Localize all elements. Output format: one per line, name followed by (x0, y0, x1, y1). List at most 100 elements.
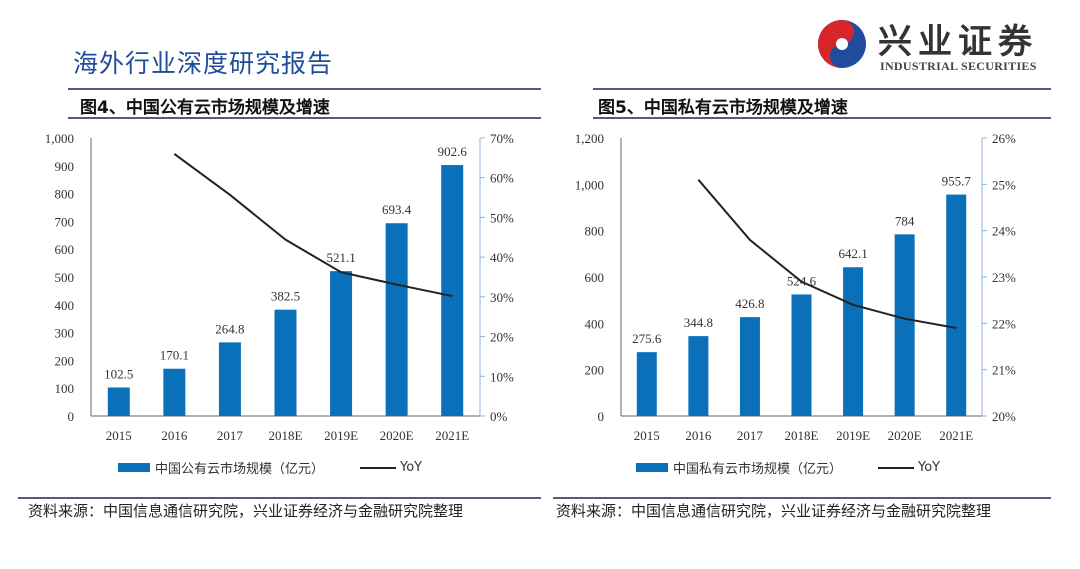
right-tick-label: 21% (992, 363, 1016, 378)
bar-data-label: 642.1 (838, 246, 867, 261)
bar (894, 234, 915, 416)
bar (688, 336, 709, 416)
bar-data-label: 426.8 (735, 296, 764, 311)
logo-text-en: INDUSTRIAL SECURITIES (880, 59, 1037, 73)
bar (163, 368, 186, 416)
legend-line-swatch (878, 466, 915, 469)
legend-bar-label: 中国公有云市场规模（亿元） (155, 462, 325, 477)
left-tick-label: 1,000 (45, 131, 74, 146)
bar-data-label: 102.5 (104, 367, 133, 382)
x-tick-label: 2021E (939, 428, 973, 443)
legend-line-label: YoY (918, 460, 941, 475)
bar (739, 317, 760, 416)
x-tick-label: 2017 (217, 428, 244, 443)
figure-5-source: 资料来源：中国信息通信研究院，兴业证券经济与金融研究院整理 (556, 502, 992, 520)
legend-line-label: YoY (400, 460, 423, 475)
bar-data-label: 382.5 (271, 289, 300, 304)
left-tick-label: 0 (598, 409, 605, 424)
bar-data-label: 784 (895, 213, 915, 228)
bar (385, 223, 408, 416)
bar-data-label: 170.1 (160, 348, 189, 363)
x-tick-label: 2015 (106, 428, 132, 443)
left-tick-label: 800 (585, 224, 605, 239)
left-tick-label: 500 (55, 270, 75, 285)
x-tick-label: 2019E (324, 428, 358, 443)
x-tick-label: 2016 (685, 428, 712, 443)
bar (946, 194, 967, 416)
bar (107, 387, 130, 416)
left-tick-label: 200 (585, 363, 605, 378)
left-tick-label: 600 (585, 270, 605, 285)
right-tick-label: 70% (490, 131, 514, 146)
figure-4-source: 资料来源：中国信息通信研究院，兴业证券经济与金融研究院整理 (28, 502, 464, 520)
divider (593, 117, 1051, 119)
left-tick-label: 300 (55, 326, 75, 341)
yoy-line (697, 179, 957, 329)
x-tick-label: 2018E (269, 428, 303, 443)
divider (593, 88, 1051, 90)
legend-bar-label: 中国私有云市场规模（亿元） (673, 462, 843, 477)
right-tick-label: 24% (992, 224, 1016, 239)
x-tick-label: 2021E (435, 428, 469, 443)
left-tick-label: 100 (55, 381, 75, 396)
right-tick-label: 50% (490, 210, 514, 225)
right-tick-label: 23% (992, 270, 1016, 285)
yoy-line (173, 153, 453, 298)
divider (68, 117, 541, 119)
bar-data-label: 902.6 (438, 144, 468, 159)
right-tick-label: 20% (490, 330, 514, 345)
left-tick-label: 1,000 (575, 177, 604, 192)
left-tick-label: 700 (55, 214, 75, 229)
right-tick-label: 22% (992, 316, 1016, 331)
bar (843, 267, 864, 416)
legend-bar-swatch (636, 463, 668, 472)
right-tick-label: 20% (992, 409, 1016, 424)
left-tick-label: 200 (55, 353, 75, 368)
left-tick-label: 900 (55, 159, 75, 174)
right-tick-label: 25% (992, 177, 1016, 192)
bar (218, 342, 241, 416)
bar (274, 309, 297, 416)
right-tick-label: 0% (490, 409, 508, 424)
divider (553, 497, 1051, 499)
legend-bar-swatch (118, 463, 150, 472)
figure-5-title: 图5、中国私有云市场规模及增速 (598, 98, 848, 118)
right-tick-label: 30% (490, 290, 514, 305)
figure-4-legend: 中国公有云市场规模（亿元） YoY (118, 458, 422, 477)
right-tick-label: 40% (490, 250, 514, 265)
bar (330, 271, 353, 416)
right-tick-label: 10% (490, 369, 514, 384)
bar (791, 294, 812, 416)
left-tick-label: 600 (55, 242, 75, 257)
logo-emblem-icon (818, 20, 866, 68)
x-tick-label: 2019E (836, 428, 870, 443)
bar-data-label: 955.7 (942, 174, 972, 189)
bar-data-label: 275.6 (632, 331, 662, 346)
bar-data-label: 693.4 (382, 202, 412, 217)
report-title: 海外行业深度研究报告 (73, 49, 334, 78)
bar (636, 352, 657, 416)
right-tick-label: 60% (490, 171, 514, 186)
bar-data-label: 264.8 (215, 321, 244, 336)
left-tick-label: 400 (585, 316, 605, 331)
x-tick-label: 2018E (785, 428, 819, 443)
divider (18, 497, 541, 499)
x-tick-label: 2015 (634, 428, 660, 443)
divider (68, 88, 541, 90)
legend-line-swatch (360, 466, 397, 469)
right-tick-label: 26% (992, 131, 1016, 146)
bar-data-label: 344.8 (684, 315, 713, 330)
bar-data-label: 521.1 (326, 250, 355, 265)
left-tick-label: 0 (68, 409, 75, 424)
logo-text-cn: 兴业证券 (878, 22, 1038, 62)
private-cloud-chart: 0 200 400 600 800 1,000 1,200 20% 21% 22% 23% 24% 25… (575, 131, 1016, 443)
bar (441, 165, 464, 416)
figure-5-legend: 中国私有云市场规模（亿元） YoY (636, 458, 940, 477)
x-tick-label: 2020E (888, 428, 922, 443)
left-tick-label: 400 (55, 298, 75, 313)
x-tick-label: 2016 (161, 428, 188, 443)
public-cloud-chart: 0 100 200 300 400 500 600 700 800 900 1,000 0% 10% 20… (45, 131, 514, 443)
left-tick-label: 800 (55, 187, 75, 202)
figure-4-title: 图4、中国公有云市场规模及增速 (80, 98, 330, 118)
x-tick-label: 2017 (737, 428, 764, 443)
